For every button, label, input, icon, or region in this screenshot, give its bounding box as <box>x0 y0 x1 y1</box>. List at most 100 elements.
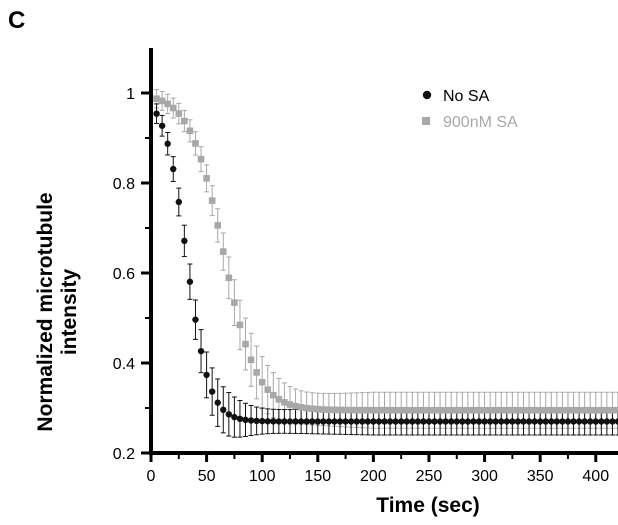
data-point-900nm-sa <box>436 406 444 414</box>
data-point-no-sa <box>553 418 561 425</box>
data-point-no-sa <box>598 418 605 425</box>
data-point-900nm-sa <box>420 406 427 414</box>
legend-label-no-sa: No SA <box>443 88 490 105</box>
data-point-no-sa <box>231 413 238 421</box>
data-point-no-sa <box>525 418 533 425</box>
data-point-900nm-sa <box>336 406 344 414</box>
data-point-no-sa <box>581 418 588 425</box>
data-point-no-sa <box>609 418 616 425</box>
data-point-900nm-sa <box>386 406 394 414</box>
data-point-no-sa <box>320 418 327 425</box>
data-point-900nm-sa <box>564 406 572 414</box>
data-point-no-sa <box>236 415 244 423</box>
data-point-900nm-sa <box>375 406 383 414</box>
data-point-900nm-sa <box>542 406 550 414</box>
data-point-900nm-sa <box>203 175 210 182</box>
data-point-900nm-sa <box>397 406 405 414</box>
data-point-900nm-sa <box>247 356 255 364</box>
data-point-no-sa <box>364 418 372 425</box>
data-point-no-sa <box>192 316 199 323</box>
data-point-900nm-sa <box>258 378 266 386</box>
x-tick-label: 100 <box>249 468 276 485</box>
data-point-no-sa <box>548 418 555 425</box>
data-point-no-sa <box>375 418 383 425</box>
data-point-no-sa <box>297 418 305 425</box>
data-point-no-sa <box>414 418 422 425</box>
legend-label-900nm-sa: 900nM SA <box>443 114 518 131</box>
data-point-900nm-sa <box>158 97 166 105</box>
data-point-no-sa <box>281 418 288 425</box>
data-point-no-sa <box>420 418 427 425</box>
y-axis-title: Normalized microtubule intensity <box>34 192 81 431</box>
data-point-no-sa <box>542 418 549 425</box>
data-point-no-sa <box>153 110 160 117</box>
data-point-no-sa <box>181 237 188 245</box>
data-point-no-sa <box>309 418 316 425</box>
data-point-900nm-sa <box>481 406 488 414</box>
data-point-900nm-sa <box>275 396 283 403</box>
data-point-900nm-sa <box>497 406 505 414</box>
data-point-no-sa <box>314 418 321 425</box>
data-point-900nm-sa <box>297 403 305 411</box>
data-point-900nm-sa <box>281 399 288 406</box>
x-tick-label: 200 <box>360 468 387 485</box>
data-point-900nm-sa <box>575 406 583 414</box>
data-point-no-sa <box>275 418 283 425</box>
data-point-900nm-sa <box>358 406 366 414</box>
data-point-900nm-sa <box>353 406 361 414</box>
data-point-900nm-sa <box>431 406 438 414</box>
data-point-no-sa <box>531 418 538 425</box>
data-point-no-sa <box>170 165 177 173</box>
data-point-no-sa <box>186 278 194 285</box>
data-point-no-sa <box>481 418 488 425</box>
data-point-no-sa <box>425 418 433 425</box>
data-point-no-sa <box>253 417 260 425</box>
data-point-no-sa <box>353 418 360 425</box>
data-point-no-sa <box>453 418 460 425</box>
data-point-no-sa <box>164 140 171 147</box>
data-point-900nm-sa <box>225 274 233 282</box>
data-point-no-sa <box>203 371 210 379</box>
data-point-900nm-sa <box>486 406 494 414</box>
data-point-no-sa <box>359 418 366 425</box>
data-point-900nm-sa <box>459 406 466 414</box>
data-point-no-sa <box>603 418 611 425</box>
data-point-no-sa <box>158 122 166 129</box>
data-point-900nm-sa <box>603 406 611 414</box>
data-point-900nm-sa <box>219 248 227 255</box>
data-point-900nm-sa <box>442 406 449 414</box>
data-point-900nm-sa <box>169 104 177 112</box>
data-point-900nm-sa <box>264 386 272 393</box>
data-point-no-sa <box>536 418 544 425</box>
data-point-no-sa <box>220 406 227 414</box>
y-axis-ticks: 0.2 0.4 0.6 0.8 1 <box>113 86 151 463</box>
data-point-900nm-sa <box>331 406 338 414</box>
y-tick-label: 1 <box>126 86 135 103</box>
data-point-no-sa <box>409 418 416 425</box>
data-point-no-sa <box>464 418 472 425</box>
data-point-900nm-sa <box>614 406 618 414</box>
data-point-900nm-sa <box>192 140 199 147</box>
data-point-900nm-sa <box>414 406 422 414</box>
data-point-no-sa <box>270 418 277 425</box>
data-point-900nm-sa <box>547 406 555 414</box>
y-axis-title-line-1: Normalized microtubule <box>34 192 57 431</box>
data-point-900nm-sa <box>253 369 260 376</box>
data-point-900nm-sa <box>470 406 477 414</box>
data-point-900nm-sa <box>592 406 600 414</box>
data-point-no-sa <box>286 418 294 425</box>
data-point-no-sa <box>336 418 344 425</box>
data-point-900nm-sa <box>325 406 333 413</box>
x-tick-label: 150 <box>304 468 331 485</box>
data-point-no-sa <box>392 418 399 425</box>
data-point-no-sa <box>559 418 566 425</box>
data-point-900nm-sa <box>425 406 433 414</box>
data-point-no-sa <box>292 418 299 425</box>
x-tick-label: 250 <box>416 468 443 485</box>
data-point-900nm-sa <box>236 321 244 329</box>
x-tick-label: 0 <box>147 468 156 485</box>
data-point-900nm-sa <box>503 406 511 414</box>
data-point-900nm-sa <box>342 406 349 414</box>
data-point-no-sa <box>570 418 577 425</box>
